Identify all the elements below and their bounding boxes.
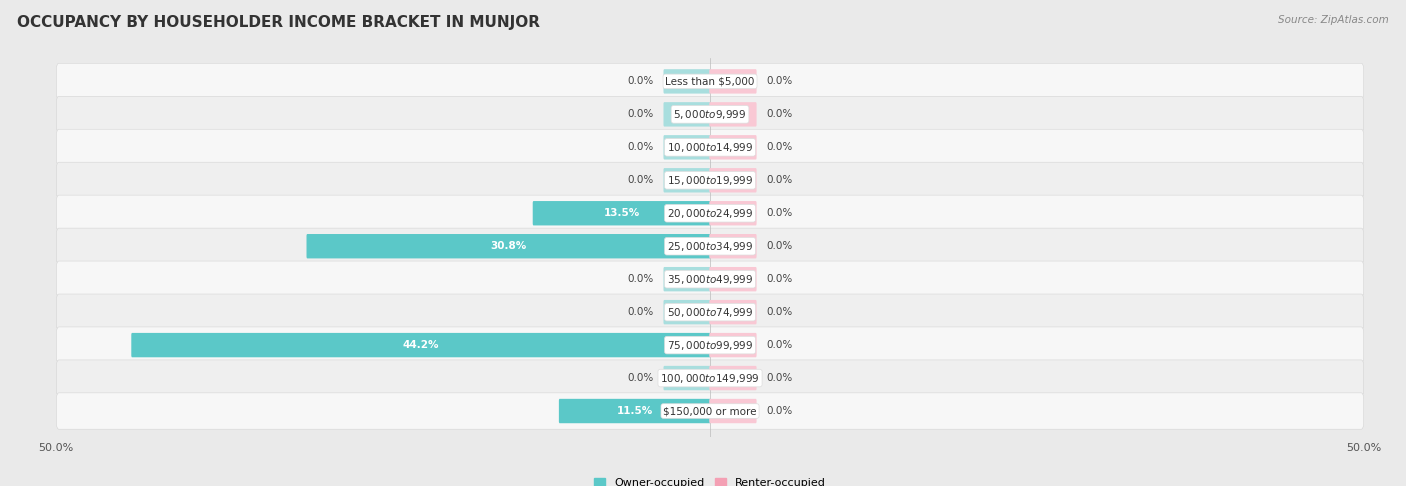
Text: 0.0%: 0.0% bbox=[766, 241, 793, 251]
Text: 0.0%: 0.0% bbox=[766, 340, 793, 350]
FancyBboxPatch shape bbox=[664, 366, 711, 390]
FancyBboxPatch shape bbox=[664, 102, 711, 126]
FancyBboxPatch shape bbox=[664, 135, 711, 159]
Text: $35,000 to $49,999: $35,000 to $49,999 bbox=[666, 273, 754, 286]
Text: 0.0%: 0.0% bbox=[766, 274, 793, 284]
FancyBboxPatch shape bbox=[56, 393, 1364, 429]
FancyBboxPatch shape bbox=[56, 162, 1364, 198]
Text: Source: ZipAtlas.com: Source: ZipAtlas.com bbox=[1278, 15, 1389, 25]
Text: 30.8%: 30.8% bbox=[491, 241, 527, 251]
Text: 0.0%: 0.0% bbox=[766, 307, 793, 317]
Text: 0.0%: 0.0% bbox=[627, 373, 654, 383]
Text: 0.0%: 0.0% bbox=[766, 208, 793, 218]
FancyBboxPatch shape bbox=[56, 129, 1364, 165]
FancyBboxPatch shape bbox=[533, 201, 711, 226]
Text: $20,000 to $24,999: $20,000 to $24,999 bbox=[666, 207, 754, 220]
FancyBboxPatch shape bbox=[664, 168, 711, 192]
Text: $150,000 or more: $150,000 or more bbox=[664, 406, 756, 416]
Text: $50,000 to $74,999: $50,000 to $74,999 bbox=[666, 306, 754, 319]
Text: 0.0%: 0.0% bbox=[627, 142, 654, 152]
FancyBboxPatch shape bbox=[709, 366, 756, 390]
Text: 0.0%: 0.0% bbox=[627, 307, 654, 317]
FancyBboxPatch shape bbox=[709, 69, 756, 94]
FancyBboxPatch shape bbox=[664, 69, 711, 94]
Text: 0.0%: 0.0% bbox=[627, 76, 654, 87]
Text: $10,000 to $14,999: $10,000 to $14,999 bbox=[666, 141, 754, 154]
Text: $75,000 to $99,999: $75,000 to $99,999 bbox=[666, 339, 754, 351]
FancyBboxPatch shape bbox=[709, 333, 756, 357]
Text: 0.0%: 0.0% bbox=[766, 406, 793, 416]
FancyBboxPatch shape bbox=[664, 267, 711, 292]
Text: 11.5%: 11.5% bbox=[617, 406, 652, 416]
Text: 0.0%: 0.0% bbox=[627, 175, 654, 185]
Text: 13.5%: 13.5% bbox=[603, 208, 640, 218]
Text: 0.0%: 0.0% bbox=[627, 109, 654, 120]
FancyBboxPatch shape bbox=[56, 63, 1364, 100]
Text: OCCUPANCY BY HOUSEHOLDER INCOME BRACKET IN MUNJOR: OCCUPANCY BY HOUSEHOLDER INCOME BRACKET … bbox=[17, 15, 540, 30]
FancyBboxPatch shape bbox=[56, 261, 1364, 297]
Legend: Owner-occupied, Renter-occupied: Owner-occupied, Renter-occupied bbox=[589, 473, 831, 486]
FancyBboxPatch shape bbox=[307, 234, 711, 259]
Text: 0.0%: 0.0% bbox=[766, 76, 793, 87]
FancyBboxPatch shape bbox=[709, 234, 756, 259]
Text: 0.0%: 0.0% bbox=[766, 109, 793, 120]
Text: 0.0%: 0.0% bbox=[766, 142, 793, 152]
FancyBboxPatch shape bbox=[558, 399, 711, 423]
Text: $25,000 to $34,999: $25,000 to $34,999 bbox=[666, 240, 754, 253]
FancyBboxPatch shape bbox=[709, 102, 756, 126]
FancyBboxPatch shape bbox=[131, 333, 711, 357]
FancyBboxPatch shape bbox=[56, 96, 1364, 133]
FancyBboxPatch shape bbox=[56, 360, 1364, 396]
FancyBboxPatch shape bbox=[709, 399, 756, 423]
FancyBboxPatch shape bbox=[56, 327, 1364, 363]
FancyBboxPatch shape bbox=[56, 294, 1364, 330]
Text: $15,000 to $19,999: $15,000 to $19,999 bbox=[666, 174, 754, 187]
Text: $100,000 to $149,999: $100,000 to $149,999 bbox=[661, 372, 759, 384]
FancyBboxPatch shape bbox=[56, 228, 1364, 264]
FancyBboxPatch shape bbox=[709, 168, 756, 192]
Text: 0.0%: 0.0% bbox=[766, 175, 793, 185]
Text: Less than $5,000: Less than $5,000 bbox=[665, 76, 755, 87]
FancyBboxPatch shape bbox=[709, 135, 756, 159]
Text: 0.0%: 0.0% bbox=[627, 274, 654, 284]
FancyBboxPatch shape bbox=[709, 300, 756, 324]
Text: $5,000 to $9,999: $5,000 to $9,999 bbox=[673, 108, 747, 121]
FancyBboxPatch shape bbox=[709, 267, 756, 292]
Text: 0.0%: 0.0% bbox=[766, 373, 793, 383]
FancyBboxPatch shape bbox=[664, 300, 711, 324]
FancyBboxPatch shape bbox=[709, 201, 756, 226]
FancyBboxPatch shape bbox=[56, 195, 1364, 231]
Text: 44.2%: 44.2% bbox=[402, 340, 439, 350]
